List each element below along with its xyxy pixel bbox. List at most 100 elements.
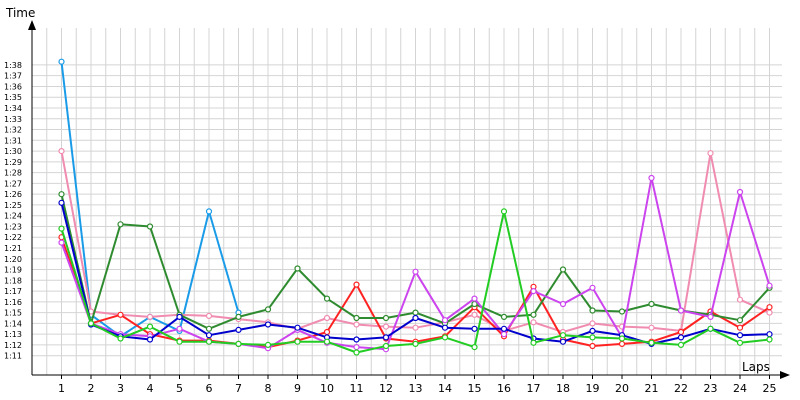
data-point: [559, 300, 567, 308]
data-point: [235, 340, 242, 347]
data-point: [353, 349, 360, 356]
x-tick-label: 24: [733, 382, 747, 395]
x-tick-label: 15: [468, 382, 482, 395]
series-7: [58, 208, 773, 356]
data-point: [353, 344, 360, 351]
data-point: [589, 320, 596, 327]
y-tick-label: 1:19: [4, 266, 22, 275]
y-tick-label: 1:23: [4, 222, 22, 231]
data-point: [264, 306, 272, 313]
x-tick-label: 5: [176, 382, 183, 395]
data-point: [412, 314, 419, 322]
y-tick-label: 1:33: [4, 115, 22, 124]
data-point: [736, 188, 744, 196]
data-point: [353, 314, 360, 322]
data-point: [500, 208, 508, 215]
y-tick-label: 1:25: [4, 201, 22, 210]
data-point: [58, 225, 65, 232]
y-tick-label: 1:16: [4, 298, 22, 307]
data-point: [618, 308, 626, 315]
x-tick-label: 2: [88, 382, 95, 395]
axes: Time Laps: [5, 6, 790, 379]
y-tick-label: 1:22: [4, 233, 22, 242]
data-point: [559, 266, 567, 273]
data-point: [677, 307, 685, 314]
data-point: [648, 339, 655, 346]
data-point: [382, 323, 390, 330]
y-tick-label: 1:37: [4, 72, 22, 81]
y-tick-label: 1:13: [4, 330, 22, 339]
data-point: [766, 309, 773, 316]
data-point: [353, 321, 360, 328]
data-point: [471, 325, 478, 332]
data-point: [58, 58, 65, 65]
x-tick-label: 20: [615, 382, 629, 395]
data-point: [412, 309, 419, 316]
data-point: [736, 332, 744, 339]
data-point: [205, 332, 213, 339]
x-axis-title: Laps: [742, 360, 770, 374]
data-point: [441, 317, 449, 324]
data-point: [648, 174, 655, 182]
data-point: [589, 334, 596, 341]
data-point: [471, 344, 478, 351]
data-point: [117, 311, 124, 318]
y-tick-label: 1:20: [4, 255, 22, 264]
grid: [32, 28, 782, 379]
data-point: [618, 335, 626, 342]
data-point: [736, 339, 744, 346]
data-point: [235, 326, 242, 333]
x-tick-label: 21: [645, 382, 659, 395]
data-point: [323, 328, 331, 336]
y-tick-labels: 1:11 1:12 1:13 1:141:15 1:16 1:17 1:181:19 1:20…: [4, 61, 22, 361]
data-point: [412, 340, 419, 347]
series-lines: [58, 58, 773, 356]
data-point: [766, 304, 773, 311]
y-tick-label: 1:15: [4, 309, 22, 318]
x-tick-label: 17: [527, 382, 541, 395]
data-point: [589, 284, 596, 291]
data-point: [117, 335, 124, 342]
data-point: [707, 313, 714, 320]
x-tick-label: 23: [704, 382, 718, 395]
data-point: [500, 313, 508, 320]
data-point: [648, 300, 655, 308]
data-point: [677, 341, 685, 348]
x-tick-label: 14: [438, 382, 452, 395]
data-point: [707, 325, 714, 332]
x-tick-label: 11: [350, 382, 364, 395]
x-tick-label: 22: [674, 382, 688, 395]
y-tick-label: 1:30: [4, 147, 22, 156]
data-point: [146, 323, 154, 330]
data-point: [382, 314, 390, 322]
data-point: [264, 321, 272, 328]
x-tick-label: 19: [586, 382, 600, 395]
y-tick-label: 1:24: [4, 212, 22, 221]
y-tick-label: 1:36: [4, 82, 22, 91]
data-point: [736, 296, 744, 303]
data-point: [58, 191, 65, 198]
data-point: [618, 340, 626, 347]
data-point: [146, 313, 154, 320]
data-point: [146, 223, 154, 230]
y-tick-label: 1:28: [4, 169, 22, 178]
data-point: [500, 325, 508, 332]
data-point: [146, 336, 154, 343]
y-tick-label: 1:31: [4, 136, 22, 145]
x-tick-label: 7: [235, 382, 242, 395]
data-point: [471, 311, 478, 318]
y-tick-label: 1:12: [4, 341, 22, 350]
data-point: [58, 199, 65, 206]
data-point: [205, 208, 213, 215]
data-point: [677, 328, 685, 336]
x-tick-label: 25: [763, 382, 777, 395]
x-tick-label: 3: [117, 382, 124, 395]
y-tick-label: 1:38: [4, 61, 22, 70]
y-tick-label: 1:27: [4, 179, 22, 188]
y-axis-title: Time: [5, 6, 35, 20]
data-point: [294, 265, 301, 272]
x-tick-label: 16: [497, 382, 511, 395]
x-tick-label: 4: [147, 382, 154, 395]
y-tick-label: 1:21: [4, 244, 22, 253]
